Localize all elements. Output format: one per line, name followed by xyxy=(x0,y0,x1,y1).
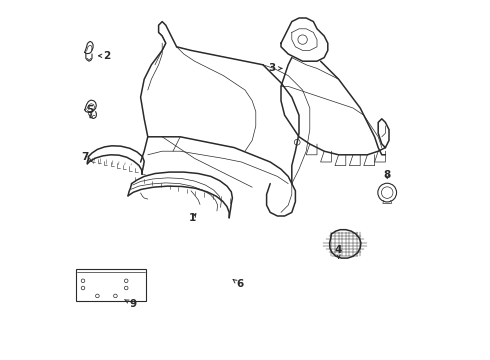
Text: 1: 1 xyxy=(189,213,196,223)
Text: 5: 5 xyxy=(87,105,94,118)
Text: 3: 3 xyxy=(269,63,282,73)
Text: 9: 9 xyxy=(124,299,137,309)
Text: 7: 7 xyxy=(81,152,92,162)
Text: 8: 8 xyxy=(384,170,391,180)
Bar xyxy=(76,269,146,301)
Text: 6: 6 xyxy=(233,279,243,289)
Text: 2: 2 xyxy=(98,51,110,61)
Text: 4: 4 xyxy=(335,245,343,258)
